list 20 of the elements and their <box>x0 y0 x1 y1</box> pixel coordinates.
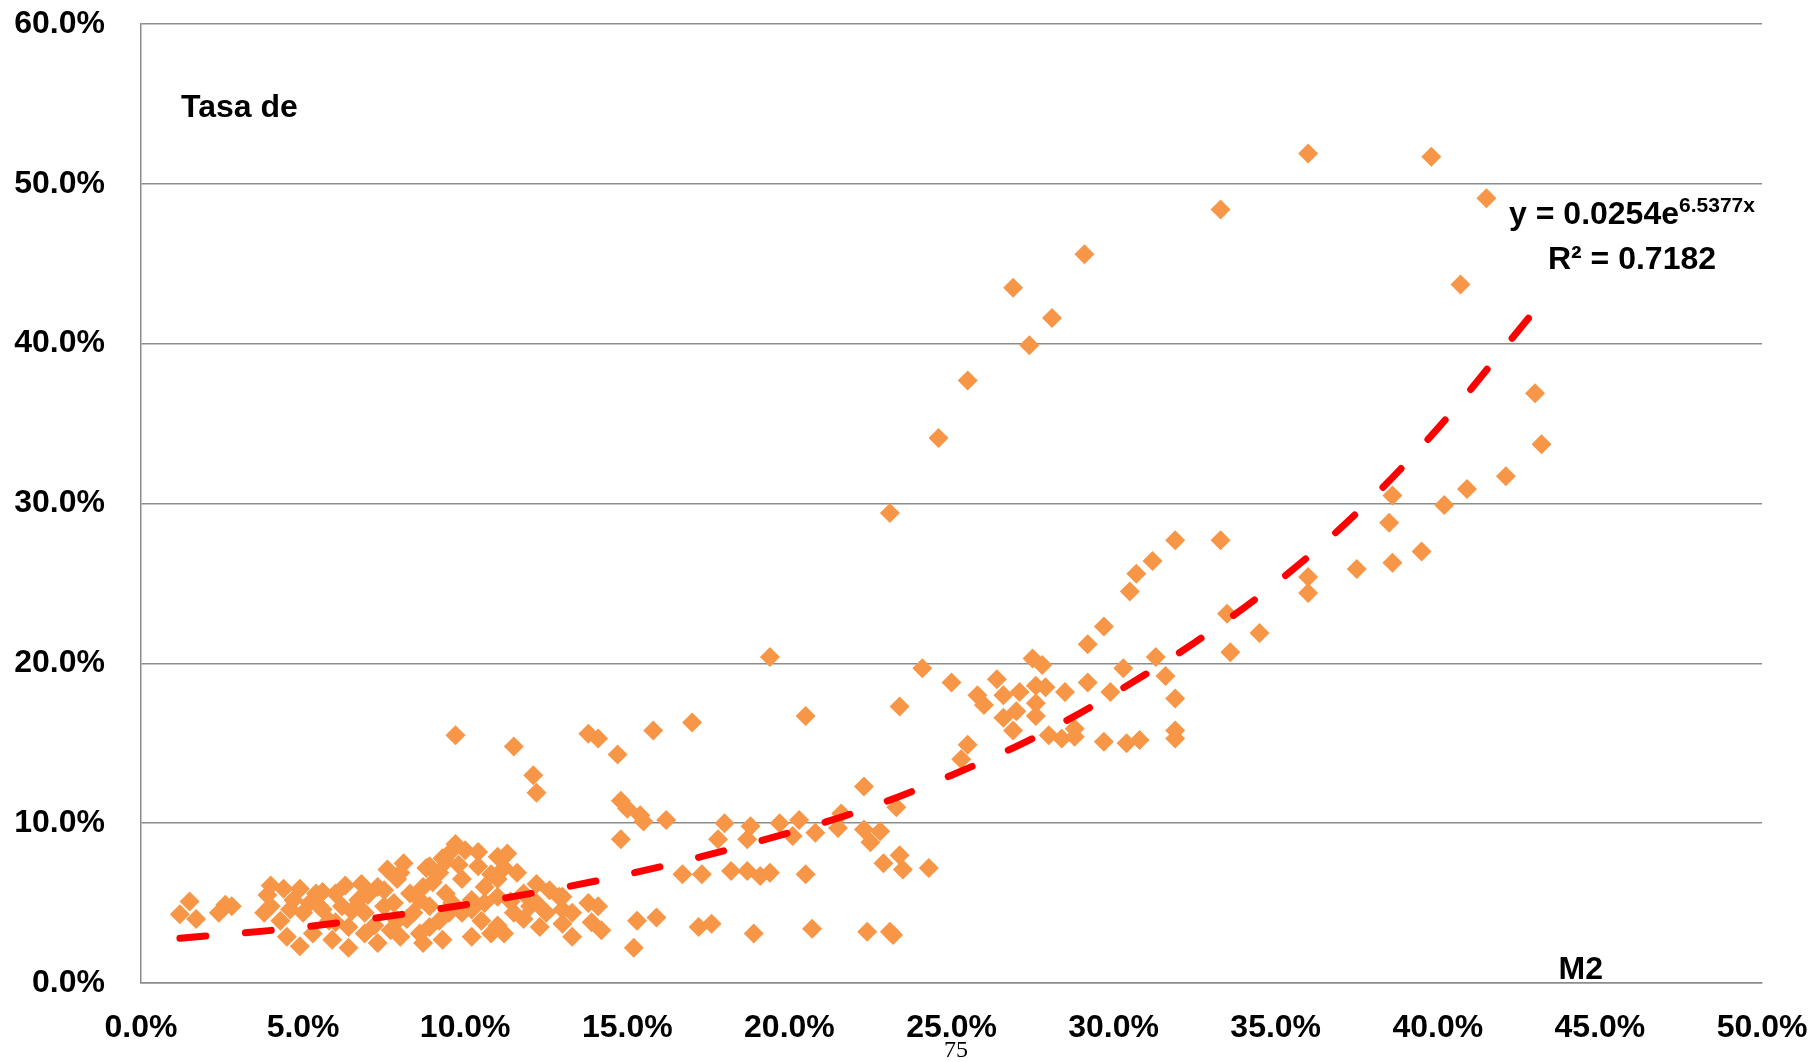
x-tick-label: 0.0% <box>104 1008 178 1045</box>
x-tick-label: 5.0% <box>266 1008 340 1045</box>
x-tick-label: 35.0% <box>1230 1008 1322 1045</box>
y-tick-label: 10.0% <box>14 802 105 839</box>
x-tick-label: 30.0% <box>1068 1008 1159 1045</box>
y-tick-label: 30.0% <box>14 483 105 520</box>
annotation: R² = 0.7182 <box>1547 240 1717 276</box>
y-tick-label: 0.0% <box>32 962 105 999</box>
y-tick-label: 60.0% <box>14 3 105 40</box>
x-tick-label: 20.0% <box>744 1008 835 1045</box>
x-tick-label: 45.0% <box>1554 1008 1646 1045</box>
x-axis-title: M2 <box>1558 950 1603 986</box>
x-tick-label: 40.0% <box>1392 1008 1484 1045</box>
x-tick-label: 10.0% <box>419 1008 511 1045</box>
y-axis-title: Tasa de <box>181 88 298 124</box>
x-tick-label: 15.0% <box>581 1008 673 1045</box>
y-tick-label: 50.0% <box>14 163 105 200</box>
y-tick-label: 20.0% <box>14 643 105 680</box>
y-tick-label: 40.0% <box>14 323 105 360</box>
x-tick-label: 50.0% <box>1716 1008 1808 1045</box>
